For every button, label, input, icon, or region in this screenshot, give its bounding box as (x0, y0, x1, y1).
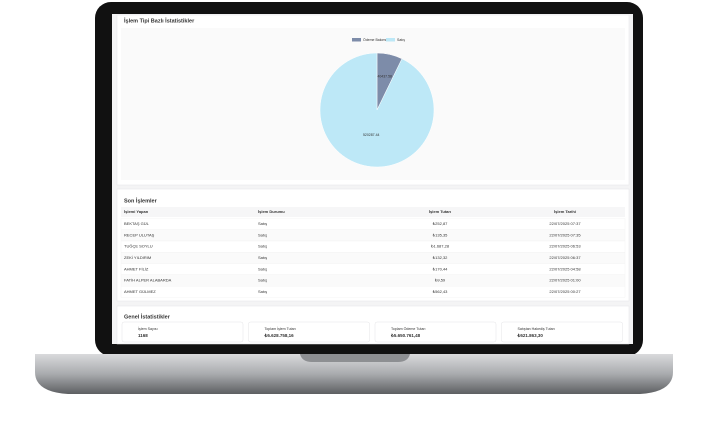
table-cell: 22/07/2025 06:53 (549, 244, 581, 249)
slice-label: 40437.58 (377, 75, 392, 79)
stat-value: ₺5.650.761,48 (390, 333, 421, 338)
table-cell: ₺252,87 (433, 221, 449, 226)
table-cell: ₺562,43 (433, 289, 449, 294)
stat-value: ₺521.863,30 (517, 333, 544, 338)
legend-label: Satış (397, 38, 405, 42)
stat-card (374, 321, 497, 343)
chart-title: İşlem Tipi Bazlı İstatistikler (124, 17, 195, 24)
table-row (120, 286, 626, 298)
table-cell: Satış (258, 221, 267, 226)
table-cell: 22/07/2025 01:00 (549, 278, 581, 283)
table-cell: ZEKİ YILDIRIM (124, 255, 151, 260)
table-cell: ₺132,32 (433, 255, 449, 260)
table-cell: RECEP ULUTAŞ (124, 232, 155, 237)
table-cell: ₺9,59 (435, 278, 446, 283)
stat-value: 1168 (138, 333, 148, 338)
legend-swatch (352, 38, 361, 42)
table-cell: AHMET FİLİZ (124, 266, 149, 271)
table-cell: 22/07/2025 00:27 (549, 289, 581, 294)
table-cell: 22/07/2025 07:37 (549, 221, 581, 226)
notch (300, 354, 410, 362)
column-header: İşlem Durumu (258, 209, 285, 214)
stat-label: İşlem Sayısı (138, 326, 158, 331)
table-cell: Satış (258, 289, 267, 294)
table-cell: Satış (258, 266, 267, 271)
stat-label: Toplam İşlem Tutarı (265, 326, 296, 331)
legend-swatch (386, 38, 395, 42)
legend-label: Ödeme Bakımı (363, 38, 386, 42)
table-cell: TUĞÇE SOYLU (124, 244, 153, 249)
table-cell: Satış (258, 244, 267, 249)
stat-label: Satıştan Hakediş Tutarı (518, 327, 555, 331)
stat-card (501, 321, 623, 343)
section-title: Son İşlemler (124, 197, 158, 204)
pie-slice (319, 52, 435, 168)
table-cell: Satış (258, 278, 267, 283)
column-header: İşlemi Yapan (124, 209, 149, 214)
stat-label: Toplam Ödeme Tutarı (391, 327, 426, 331)
table-cell: 22/07/2025 07:35 (549, 232, 581, 237)
table-cell: AHMET GÜLMEZ (124, 289, 156, 294)
stat-value: ₺5.628.758,16 (264, 333, 295, 338)
slice-label: 520287.44 (363, 133, 380, 137)
table-cell: BEKTAŞ GÜL (124, 221, 150, 226)
table-cell: Satış (258, 255, 267, 260)
table-header-bg (121, 207, 625, 217)
laptop-base (35, 354, 673, 394)
column-header: İşlem Tarihi (554, 209, 576, 214)
table-cell: 22/07/2025 04:58 (549, 266, 581, 271)
stat-card (248, 321, 370, 343)
table-cell: Satış (258, 232, 267, 237)
table-cell: ₺1.687,28 (431, 244, 450, 249)
column-header: İşlem Tutarı (429, 209, 451, 214)
table-cell: FATİH ALPER ALABARDA (124, 278, 172, 283)
stat-card (121, 321, 244, 343)
section-title: Genel İstatistikler (124, 313, 171, 320)
table-cell: 22/07/2025 06:37 (549, 255, 581, 260)
table-cell: ₺170,44 (433, 266, 449, 271)
table-cell: ₺135,35 (433, 232, 449, 237)
